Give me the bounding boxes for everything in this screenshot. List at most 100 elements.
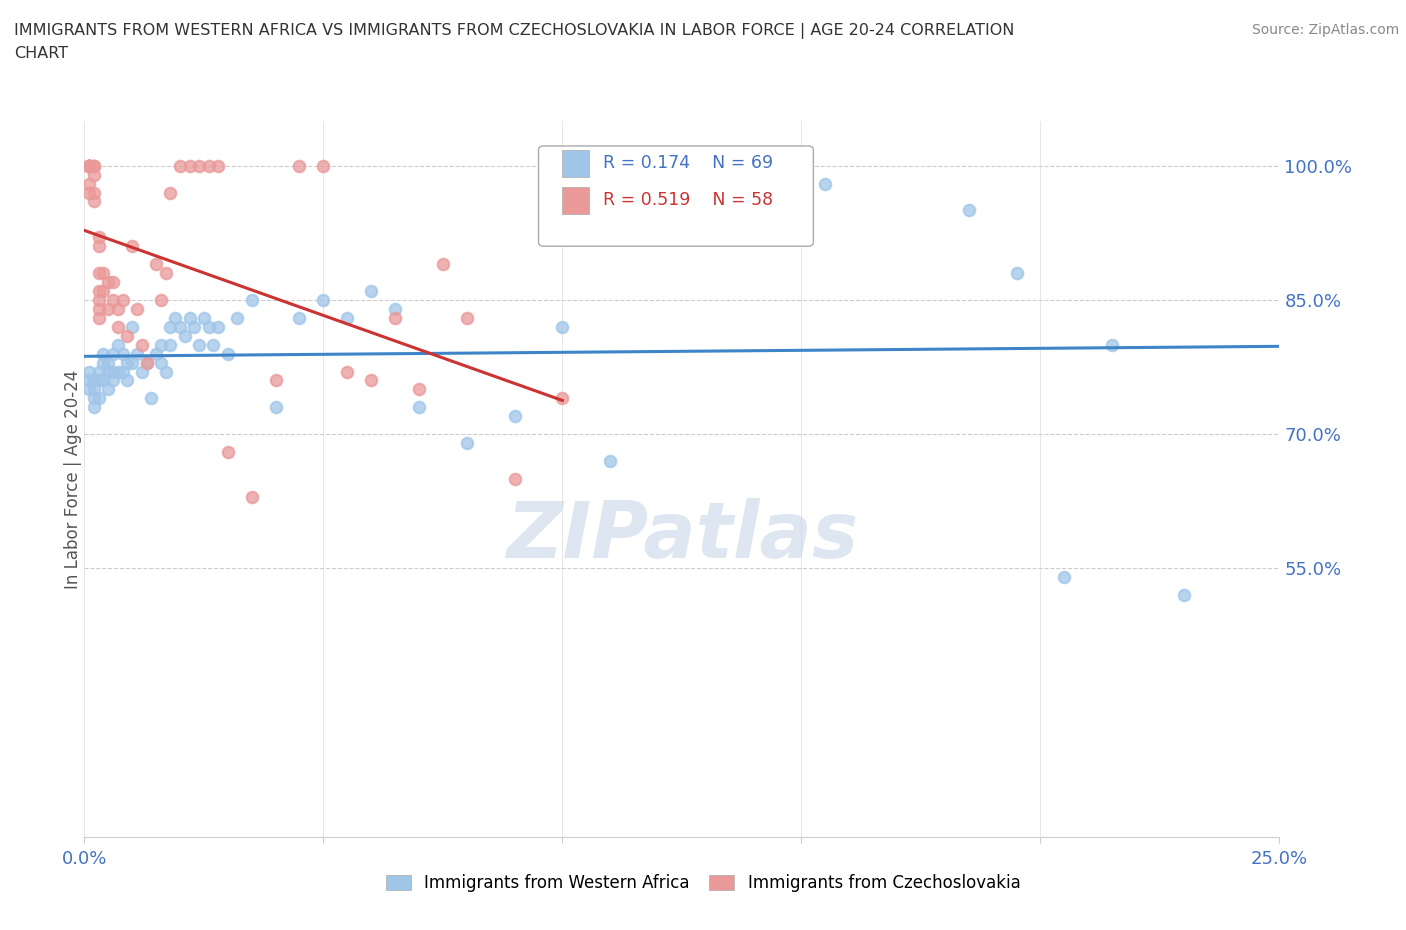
Point [87, 284, 110, 299]
Point [93, 355, 115, 370]
Point [111, 346, 134, 361]
Point [336, 364, 359, 379]
Point [188, 158, 211, 173]
Point [111, 364, 134, 379]
Point [149, 338, 172, 352]
Point [288, 158, 311, 173]
Point [83, 373, 105, 388]
Point [107, 319, 129, 334]
Point [159, 319, 181, 334]
Point [125, 301, 148, 316]
Point [432, 257, 454, 272]
Point [87, 230, 110, 245]
Point [87, 311, 110, 325]
Point [1053, 570, 1076, 585]
Point [360, 284, 382, 299]
Point [101, 293, 124, 308]
FancyBboxPatch shape [562, 150, 589, 177]
Point [179, 158, 201, 173]
Point [117, 328, 139, 343]
Point [87, 301, 110, 316]
Point [1173, 588, 1195, 603]
Point [197, 158, 219, 173]
Point [169, 158, 191, 173]
Point [77, 176, 100, 191]
Point [107, 338, 129, 352]
Point [217, 346, 239, 361]
Point [83, 382, 105, 397]
Point [77, 158, 100, 173]
Point [77, 158, 100, 173]
Point [179, 311, 201, 325]
Point [240, 489, 263, 504]
Point [121, 239, 143, 254]
Point [312, 158, 335, 173]
Point [695, 185, 717, 200]
Point [77, 158, 100, 173]
Point [77, 158, 100, 173]
Point [77, 373, 100, 388]
Point [131, 338, 153, 352]
Point [87, 373, 110, 388]
Point [93, 373, 115, 388]
Point [336, 311, 359, 325]
Point [97, 382, 120, 397]
Point [599, 454, 621, 469]
Point [503, 409, 526, 424]
Point [193, 311, 215, 325]
Point [93, 284, 115, 299]
Point [456, 435, 478, 451]
Text: R = 0.174    N = 69: R = 0.174 N = 69 [603, 154, 773, 172]
Point [207, 319, 229, 334]
Point [97, 355, 120, 370]
Text: IMMIGRANTS FROM WESTERN AFRICA VS IMMIGRANTS FROM CZECHOSLOVAKIA IN LABOR FORCE : IMMIGRANTS FROM WESTERN AFRICA VS IMMIGR… [14, 23, 1015, 61]
Point [117, 373, 139, 388]
Point [165, 311, 187, 325]
Point [408, 382, 430, 397]
Point [1101, 338, 1123, 352]
Point [264, 400, 287, 415]
Point [93, 346, 115, 361]
Point [131, 364, 153, 379]
Point [135, 355, 157, 370]
Point [77, 158, 100, 173]
Point [87, 364, 110, 379]
Point [1005, 266, 1028, 281]
Point [173, 328, 195, 343]
Point [141, 391, 163, 405]
Point [77, 158, 100, 173]
Point [145, 257, 167, 272]
Point [155, 266, 177, 281]
Point [77, 158, 100, 173]
Point [135, 355, 157, 370]
Point [503, 472, 526, 486]
Point [202, 338, 225, 352]
Point [77, 382, 100, 397]
Point [145, 346, 167, 361]
Point [207, 158, 229, 173]
Point [384, 311, 406, 325]
Y-axis label: In Labor Force | Age 20-24: In Labor Force | Age 20-24 [65, 369, 82, 589]
Point [188, 338, 211, 352]
Point [551, 319, 574, 334]
Point [87, 293, 110, 308]
Point [766, 176, 789, 191]
Legend: Immigrants from Western Africa, Immigrants from Czechoslovakia: Immigrants from Western Africa, Immigran… [378, 867, 1028, 898]
Point [456, 311, 478, 325]
Point [77, 158, 100, 173]
Point [83, 158, 105, 173]
Point [408, 400, 430, 415]
Point [125, 346, 148, 361]
Point [183, 319, 205, 334]
Point [107, 364, 129, 379]
Point [101, 364, 124, 379]
Point [83, 194, 105, 209]
Point [111, 293, 134, 308]
Point [101, 274, 124, 289]
Point [107, 301, 129, 316]
Point [121, 319, 143, 334]
Point [87, 266, 110, 281]
Point [957, 203, 980, 218]
Point [101, 373, 124, 388]
Point [149, 293, 172, 308]
